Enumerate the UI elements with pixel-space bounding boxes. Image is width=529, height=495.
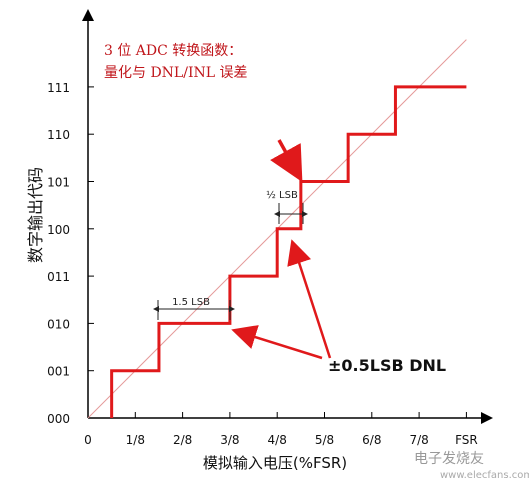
series-lines — [110, 85, 467, 418]
annotation-half-lsb: ½ LSB — [266, 189, 298, 201]
x-tick-label: 2/8 — [173, 433, 192, 447]
gridlines — [134, 412, 467, 418]
y-tick-label: 000 — [47, 412, 70, 426]
watermark-logo: 电子发烧友 — [414, 451, 484, 467]
series-line-staircase — [110, 85, 467, 418]
arrow-to-1.5lsb — [231, 325, 323, 360]
x-tick-label: 3/8 — [220, 433, 239, 447]
y-tick-label: 001 — [47, 365, 70, 379]
x-tick-label: 0 — [84, 433, 92, 447]
chart-title-line2: 量化与 DNL/INL 误差 — [104, 65, 248, 81]
y-tick-label: 110 — [47, 128, 70, 142]
y-tick-label: 111 — [47, 81, 70, 95]
y-tick-label: 100 — [47, 223, 70, 237]
y-tick-label: 011 — [47, 270, 70, 284]
x-axis-label: 模拟输入电压(%FSR) — [202, 454, 348, 472]
x-tick-label: 4/8 — [268, 433, 287, 447]
x-tick-label: 5/8 — [315, 433, 334, 447]
arrow-to-101 — [270, 139, 303, 183]
x-tick-label: 6/8 — [362, 433, 381, 447]
arrow-to-100 — [287, 239, 332, 359]
y-tick-label: 101 — [47, 176, 70, 190]
watermark-url: www.elecfans.com — [440, 470, 529, 481]
x-tick-label: 7/8 — [409, 433, 428, 447]
x-tick-label: FSR — [455, 433, 478, 447]
ticks: 0 1/8 2/8 3/8 4/8 5/8 6/8 7/8 FSR 000 001 010 011 100… — [47, 81, 478, 447]
x-tick-label: 1/8 — [126, 433, 145, 447]
annotation-dnl: ±0.5LSB DNL — [328, 356, 446, 375]
chart-title-line1: 3 位 ADC 转换函数： — [104, 43, 243, 59]
y-tick-label: 010 — [47, 317, 70, 331]
annotation-1.5lsb: 1.5 LSB — [172, 297, 210, 308]
